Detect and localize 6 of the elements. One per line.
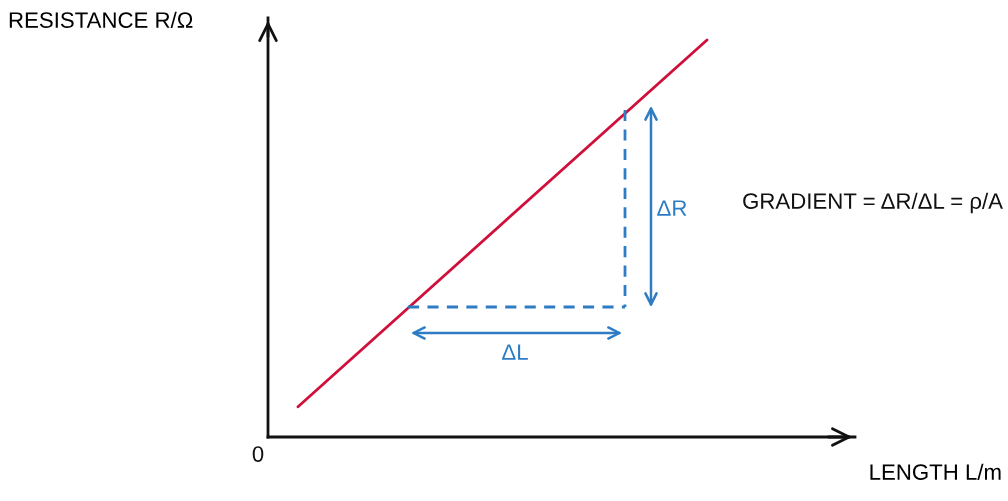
x-axis-title: LENGTH L/m [870,463,1001,480]
annotation: GRADIENT = ΔR/ΔL = ρ/A [743,192,1003,214]
annotation: ΔR [657,200,687,216]
y-axis-title: RESISTANCE R/Ω [9,11,193,28]
annotation: ΔL [502,344,528,360]
text: 0 [252,446,264,462]
